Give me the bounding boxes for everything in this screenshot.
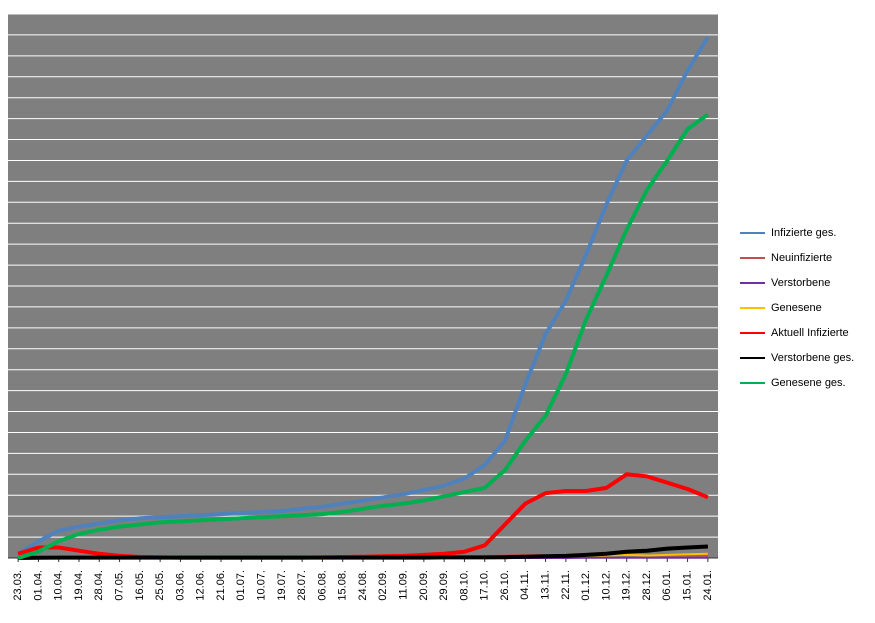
x-tick-label: 23.03. bbox=[12, 570, 24, 601]
x-tick-label: 17.10. bbox=[479, 570, 491, 601]
x-tick-label: 28.07. bbox=[296, 570, 308, 601]
x-tick-label: 08.10. bbox=[458, 570, 470, 601]
x-tick-label: 13.11. bbox=[539, 570, 551, 600]
x-tick-label: 19.07. bbox=[276, 570, 288, 601]
x-tick-label: 15.08. bbox=[337, 570, 349, 601]
x-tick-label: 28.04. bbox=[93, 570, 105, 601]
legend-label: Aktuell Infizierte bbox=[771, 327, 849, 339]
x-tick-label: 02.09. bbox=[377, 570, 389, 601]
x-tick-label: 20.09. bbox=[418, 570, 430, 601]
x-tick-label: 04.11. bbox=[519, 570, 531, 600]
x-tick-label: 10.04. bbox=[53, 570, 65, 601]
x-tick-label: 10.12. bbox=[600, 570, 612, 601]
x-tick-label: 06.01. bbox=[661, 570, 673, 601]
x-tick-label: 24.01. bbox=[702, 570, 714, 601]
x-tick-label: 15.01. bbox=[681, 570, 693, 601]
x-tick-label: 22.11. bbox=[560, 570, 572, 600]
legend-label: Verstorbene bbox=[771, 277, 830, 289]
x-tick-label: 01.12. bbox=[580, 570, 592, 601]
legend-label: Verstorbene ges. bbox=[771, 352, 854, 364]
x-tick-label: 10.07. bbox=[255, 570, 267, 601]
x-tick-label: 28.12. bbox=[641, 570, 653, 601]
legend-label: Genesene bbox=[771, 302, 822, 314]
x-tick-label: 26.10. bbox=[499, 570, 511, 601]
x-tick-label: 11.09. bbox=[397, 570, 409, 600]
x-tick-label: 24.08. bbox=[357, 570, 369, 601]
x-tick-label: 03.06. bbox=[174, 570, 186, 601]
x-tick-label: 06.08. bbox=[316, 570, 328, 601]
x-tick-label: 19.12. bbox=[621, 570, 633, 601]
legend-label: Infizierte ges. bbox=[771, 227, 836, 239]
x-tick-label: 19.04. bbox=[73, 570, 85, 601]
x-tick-label: 29.09. bbox=[438, 570, 450, 601]
legend-label: Neuinfizierte bbox=[771, 252, 832, 264]
x-tick-label: 25.05. bbox=[154, 570, 166, 601]
x-tick-label: 16.05. bbox=[134, 570, 146, 601]
x-tick-label: 01.07. bbox=[235, 570, 247, 601]
x-tick-label: 01.04. bbox=[32, 570, 44, 601]
legend-label: Genesene ges. bbox=[771, 377, 846, 389]
x-tick-label: 21.06. bbox=[215, 570, 227, 601]
x-tick-label: 12.06. bbox=[195, 570, 207, 601]
x-tick-label: 07.05. bbox=[113, 570, 125, 601]
